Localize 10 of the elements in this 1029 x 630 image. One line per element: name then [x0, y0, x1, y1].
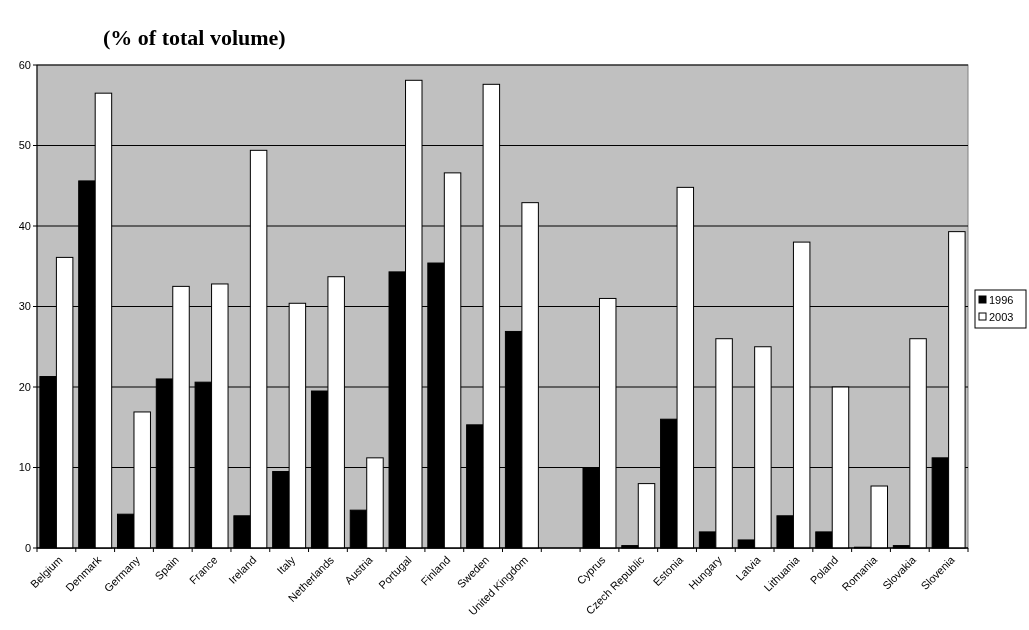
y-tick-label: 0 [24, 541, 31, 554]
legend-label: 2003 [989, 310, 1014, 323]
y-tick-label: 50 [18, 139, 31, 152]
legend-label: 1996 [989, 293, 1014, 306]
y-tick-label: 10 [18, 461, 31, 474]
chart-title: (% of total volume) [103, 25, 286, 50]
y-tick-label: 30 [18, 300, 31, 313]
y-tick-label: 60 [18, 58, 31, 71]
y-tick-label: 20 [18, 380, 31, 393]
y-tick-label: 40 [18, 219, 31, 232]
